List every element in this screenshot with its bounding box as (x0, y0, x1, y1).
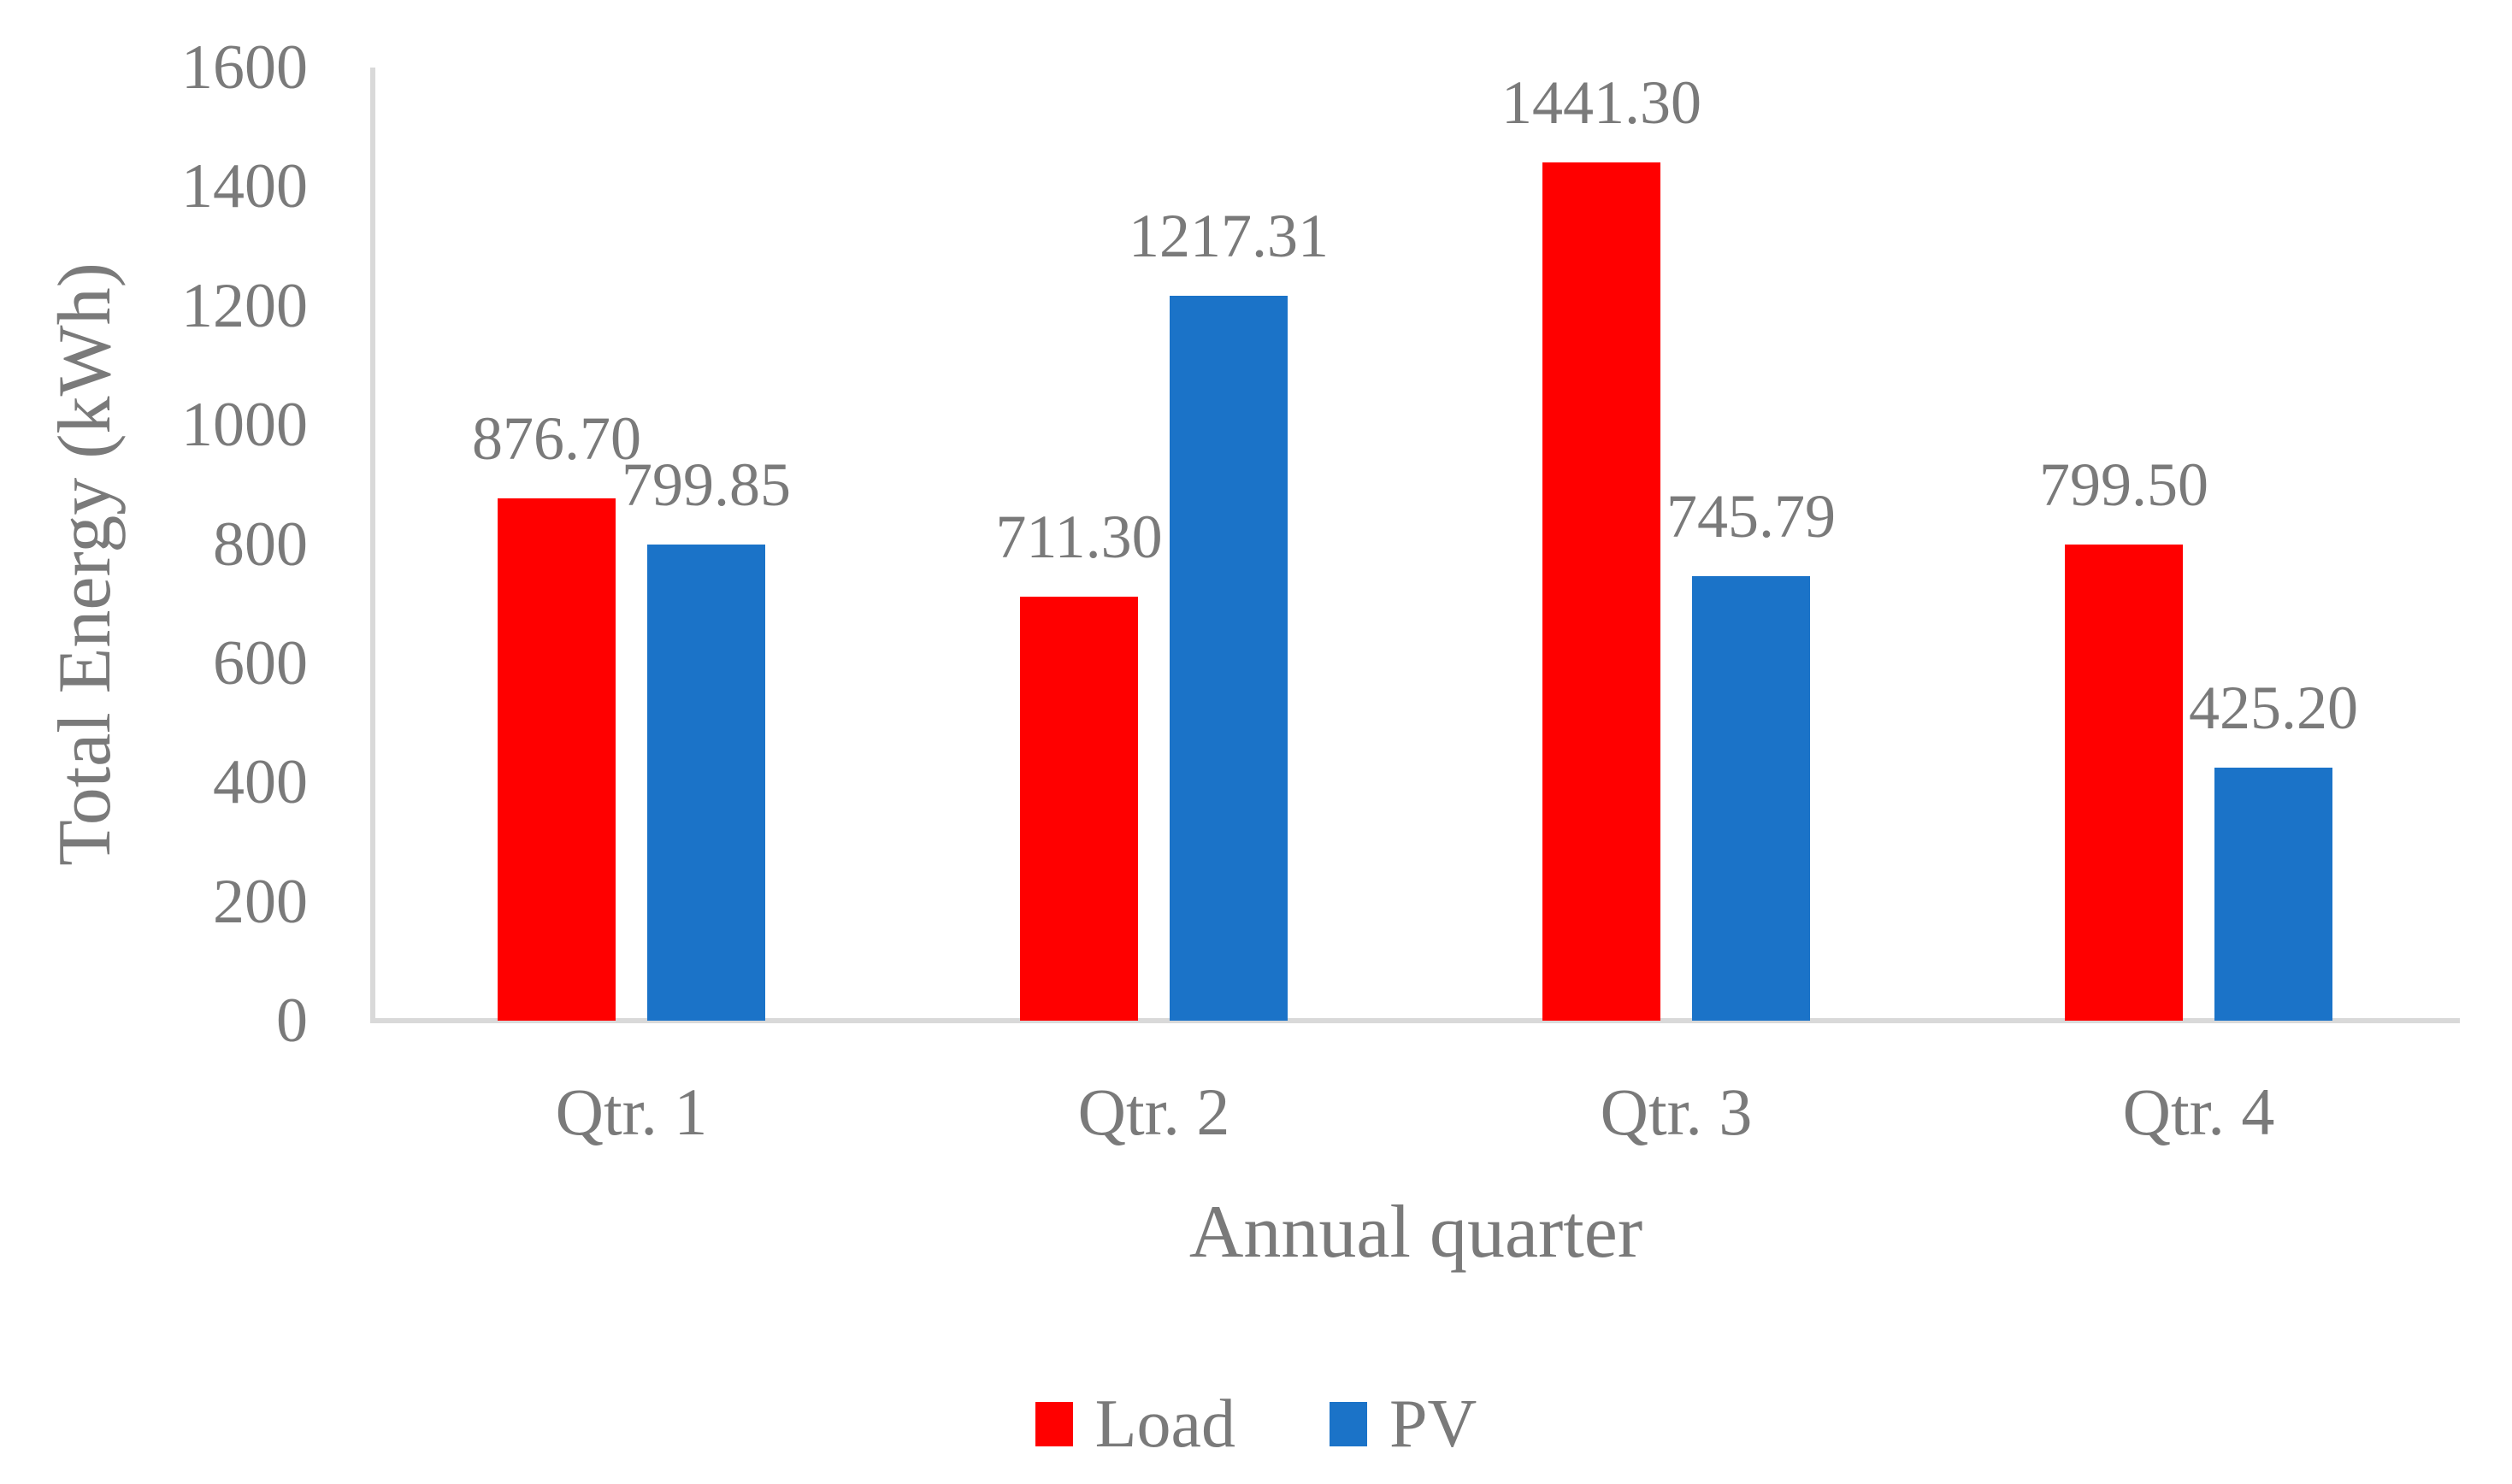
bar-pv-qtr-1 (647, 544, 765, 1021)
bar-load-qtr-1 (498, 498, 616, 1021)
data-label-pv-qtr-3: 745.79 (1666, 482, 1836, 551)
y-tick-label-600: 600 (213, 627, 308, 698)
data-label-pv-qtr-2: 1217.31 (1129, 201, 1329, 270)
data-label-pv-qtr-1: 799.85 (622, 450, 791, 519)
y-tick-label-1400: 1400 (181, 151, 308, 222)
legend: Load PV (0, 1390, 2512, 1458)
bar-pv-qtr-3 (1692, 576, 1810, 1021)
y-tick-label-400: 400 (213, 747, 308, 818)
category-label-qtr-4: Qtr. 4 (2122, 1075, 2275, 1149)
y-tick-label-1000: 1000 (181, 390, 308, 461)
bar-pv-qtr-4 (2214, 767, 2332, 1021)
data-label-load-qtr-3: 1441.30 (1501, 68, 1701, 137)
legend-swatch-load (1035, 1402, 1073, 1446)
legend-item-load: Load (1035, 1390, 1235, 1458)
data-label-pv-qtr-4: 425.20 (2189, 673, 2358, 742)
legend-label-load: Load (1094, 1387, 1236, 1462)
legend-swatch-pv (1330, 1402, 1368, 1446)
legend-item-pv: PV (1330, 1390, 1477, 1458)
bar-load-qtr-4 (2065, 544, 2183, 1021)
y-tick-label-200: 200 (213, 866, 308, 937)
category-label-qtr-3: Qtr. 3 (1600, 1075, 1753, 1149)
x-axis-title: Annual quarter (1188, 1191, 1643, 1274)
y-tick-label-800: 800 (213, 509, 308, 580)
bar-pv-qtr-2 (1170, 295, 1288, 1021)
data-label-load-qtr-2: 711.30 (995, 503, 1163, 572)
y-tick-label-1600: 1600 (181, 32, 308, 103)
category-label-qtr-1: Qtr. 1 (555, 1075, 708, 1149)
y-tick-label-1200: 1200 (181, 270, 308, 341)
bar-load-qtr-3 (1542, 162, 1660, 1021)
data-label-load-qtr-1: 876.70 (472, 404, 641, 474)
bar-load-qtr-2 (1020, 597, 1138, 1021)
data-label-load-qtr-4: 799.50 (2039, 450, 2208, 519)
x-axis-line (370, 1018, 2460, 1023)
legend-label-pv: PV (1389, 1387, 1477, 1462)
y-tick-label-0: 0 (276, 986, 308, 1056)
y-axis-line (370, 68, 375, 1023)
category-label-qtr-2: Qtr. 2 (1077, 1075, 1230, 1149)
